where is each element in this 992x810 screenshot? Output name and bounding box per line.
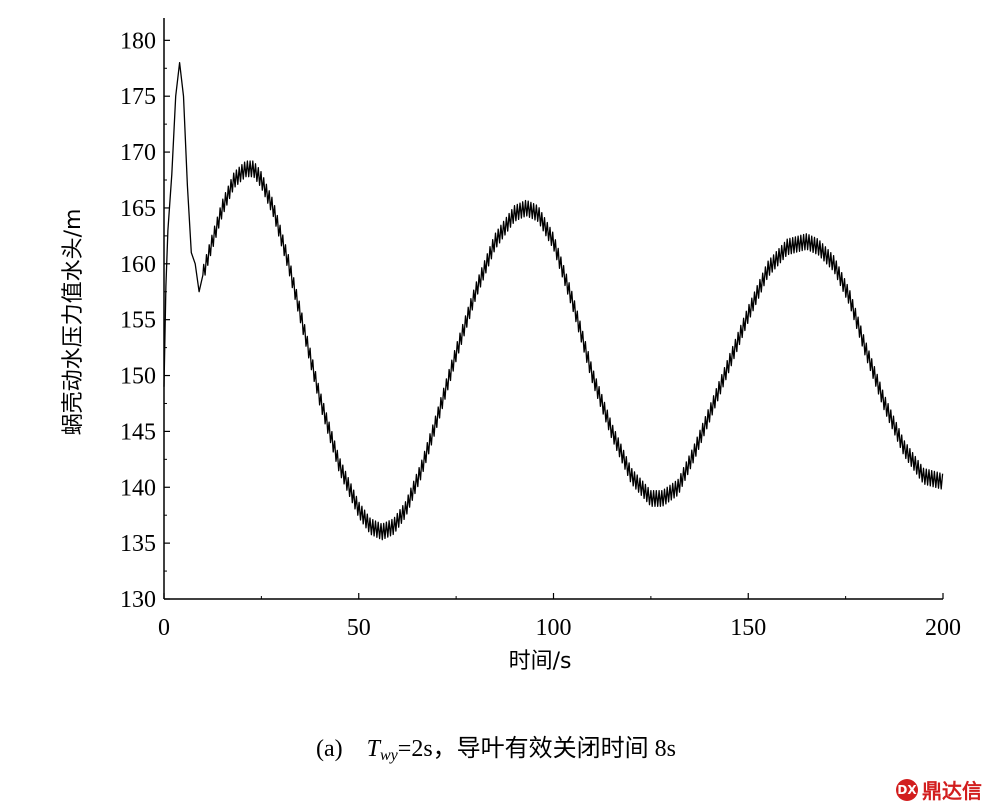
x-axis-label: 时间/s: [509, 649, 572, 674]
plot-frame: [163, 18, 943, 600]
y-tick-label: 160: [120, 252, 156, 278]
x-tick-label: 100: [536, 615, 572, 641]
x-tick-label: 50: [347, 615, 371, 641]
caption-prefix: (a): [316, 736, 343, 762]
y-tick-label: 170: [120, 140, 156, 166]
y-tick-label: 140: [120, 475, 156, 501]
x-tick-label: 0: [158, 615, 170, 641]
y-axis-label: 蜗壳动水压力值水头/m: [61, 209, 86, 436]
y-tick-label: 175: [120, 84, 156, 110]
chart: 130 135 140 145 150 155 160 165 170 175 180 0 50 100 1…: [61, 18, 961, 674]
y-tick-label: 135: [120, 531, 156, 557]
axis-tick-labels: 130 135 140 145 150 155 160 165 170 175 180 0 50 100 1…: [120, 28, 961, 641]
watermark: DX 鼎达信: [896, 775, 982, 804]
y-tick-label: 130: [120, 587, 156, 613]
y-tick-label: 150: [120, 364, 156, 390]
figure-caption: (a) Twy=2s，导叶有效关闭时间 8s: [0, 728, 992, 765]
x-tick-label: 200: [925, 615, 961, 641]
watermark-text: 鼎达信: [922, 779, 982, 803]
caption-subscript: wy: [380, 747, 398, 764]
y-tick-label: 180: [120, 28, 156, 54]
series-line: [163, 62, 944, 541]
watermark-logo-icon: DX: [896, 778, 918, 801]
y-tick-label: 145: [120, 419, 156, 445]
axis-ticks: [163, 39, 944, 600]
y-tick-label: 155: [120, 308, 156, 334]
caption-symbol: T: [366, 736, 380, 762]
caption-text: =2s，导叶有效关闭时间 8s: [397, 736, 676, 762]
series-layer: [163, 62, 944, 541]
y-tick-label: 165: [120, 196, 156, 222]
x-tick-label: 150: [730, 615, 766, 641]
